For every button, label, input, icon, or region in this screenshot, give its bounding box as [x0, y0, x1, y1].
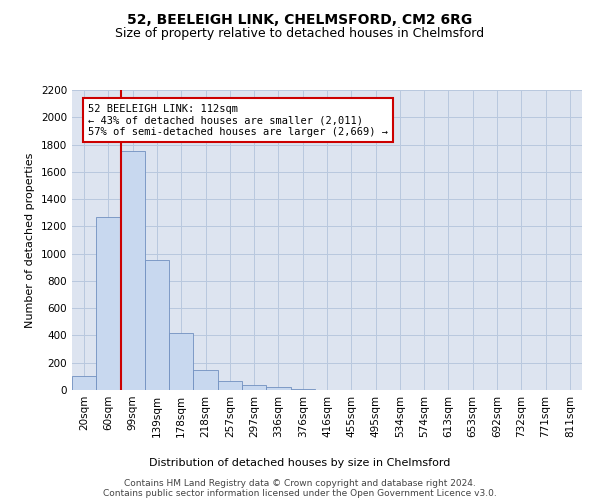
Bar: [121, 152, 145, 390]
Bar: [266, 388, 290, 390]
Bar: [193, 370, 218, 390]
Bar: [218, 381, 242, 390]
Text: 52 BEELEIGH LINK: 112sqm
← 43% of detached houses are smaller (2,011)
57% of sem: 52 BEELEIGH LINK: 112sqm ← 43% of detach…: [88, 104, 388, 137]
Text: Contains HM Land Registry data © Crown copyright and database right 2024.: Contains HM Land Registry data © Crown c…: [124, 479, 476, 488]
Bar: [145, 260, 169, 390]
Bar: [169, 332, 193, 390]
Text: Distribution of detached houses by size in Chelmsford: Distribution of detached houses by size …: [149, 458, 451, 468]
Bar: [96, 217, 121, 390]
Text: 52, BEELEIGH LINK, CHELMSFORD, CM2 6RG: 52, BEELEIGH LINK, CHELMSFORD, CM2 6RG: [127, 12, 473, 26]
Y-axis label: Number of detached properties: Number of detached properties: [25, 152, 35, 328]
Text: Size of property relative to detached houses in Chelmsford: Size of property relative to detached ho…: [115, 28, 485, 40]
Bar: [72, 376, 96, 390]
Bar: [242, 385, 266, 390]
Text: Contains public sector information licensed under the Open Government Licence v3: Contains public sector information licen…: [103, 489, 497, 498]
